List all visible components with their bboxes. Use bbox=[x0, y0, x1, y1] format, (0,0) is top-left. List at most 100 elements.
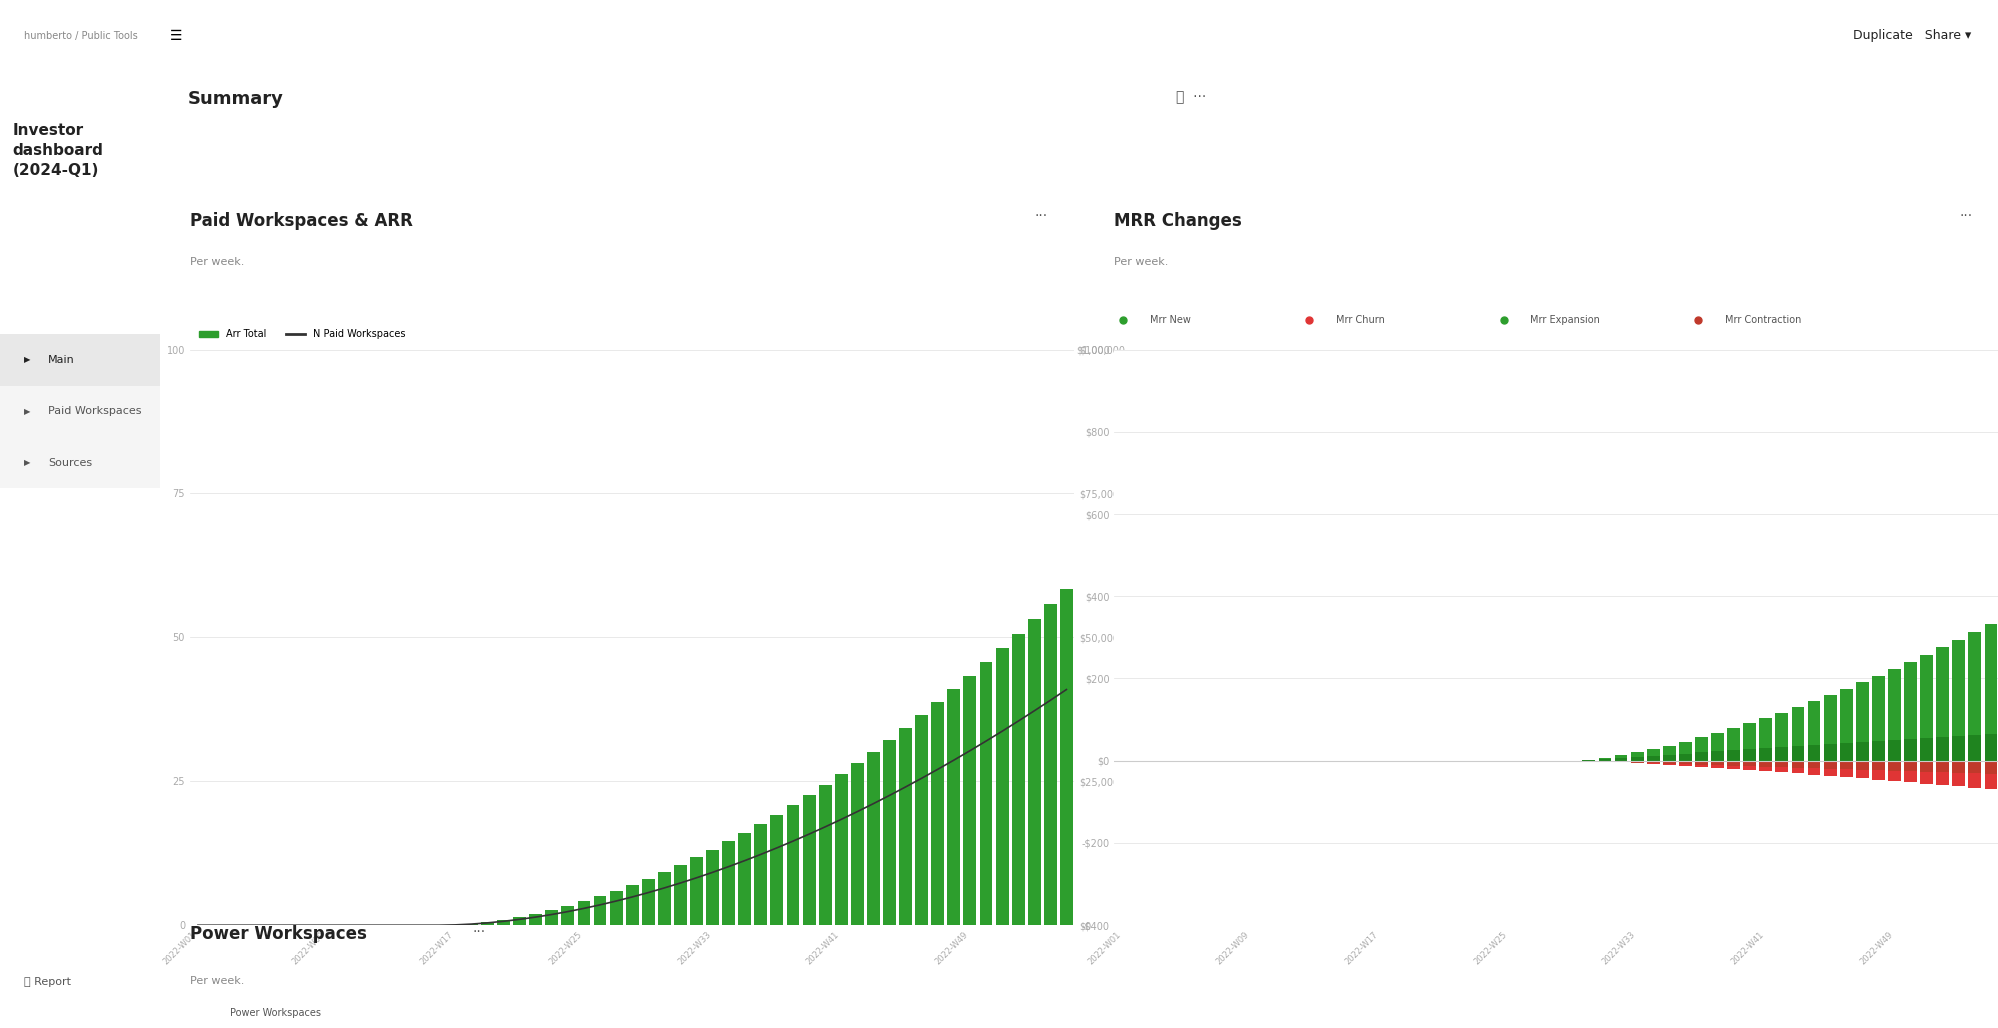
Text: humberto / Public Tools: humberto / Public Tools bbox=[24, 31, 138, 41]
Bar bbox=[1059, 589, 1073, 925]
Bar bbox=[1904, 662, 1916, 761]
Text: ▶: ▶ bbox=[24, 356, 30, 364]
Bar bbox=[1968, 632, 1980, 761]
Bar bbox=[1904, 739, 1916, 761]
Bar bbox=[1822, 761, 1836, 776]
Bar bbox=[737, 833, 751, 925]
Bar bbox=[1630, 752, 1642, 761]
Bar bbox=[1968, 761, 1980, 787]
Bar bbox=[1854, 683, 1868, 761]
Bar bbox=[1984, 734, 1996, 761]
Bar bbox=[1886, 761, 1900, 771]
Bar bbox=[1678, 761, 1690, 766]
Bar bbox=[1726, 728, 1738, 761]
Bar bbox=[1043, 603, 1057, 925]
Bar bbox=[947, 690, 959, 925]
Bar bbox=[1694, 737, 1706, 761]
Bar bbox=[498, 920, 509, 925]
Bar bbox=[753, 824, 767, 925]
Bar bbox=[1904, 761, 1916, 771]
Bar bbox=[1678, 754, 1690, 761]
Text: ···: ··· bbox=[1035, 210, 1047, 223]
Bar bbox=[1742, 749, 1756, 761]
Bar bbox=[1920, 761, 1932, 783]
Bar bbox=[979, 662, 991, 925]
Text: ···: ··· bbox=[1958, 210, 1972, 223]
Bar bbox=[513, 917, 525, 925]
Bar bbox=[561, 906, 573, 925]
Bar bbox=[1774, 747, 1788, 761]
Bar bbox=[785, 805, 799, 925]
Bar bbox=[1710, 733, 1722, 761]
Bar bbox=[1984, 761, 1996, 773]
Bar bbox=[1662, 761, 1674, 764]
Bar bbox=[1838, 761, 1852, 769]
Text: Per week.: Per week. bbox=[190, 257, 244, 267]
Bar bbox=[482, 922, 494, 925]
Bar bbox=[1806, 701, 1820, 761]
Bar bbox=[1838, 743, 1852, 761]
Bar bbox=[609, 890, 621, 925]
Bar bbox=[1870, 741, 1884, 761]
Bar bbox=[1726, 761, 1738, 766]
Bar bbox=[1806, 745, 1820, 761]
Bar bbox=[803, 795, 815, 925]
Text: Power Workspaces: Power Workspaces bbox=[190, 925, 366, 944]
Bar bbox=[1758, 718, 1772, 761]
Bar bbox=[0, 334, 160, 386]
Bar bbox=[1694, 761, 1706, 767]
Bar bbox=[867, 751, 879, 925]
Bar bbox=[1870, 761, 1884, 779]
Bar bbox=[1806, 761, 1820, 768]
Bar bbox=[1582, 760, 1594, 761]
Bar bbox=[1726, 750, 1738, 761]
Bar bbox=[963, 676, 975, 925]
Bar bbox=[1838, 689, 1852, 761]
Text: Sources: Sources bbox=[48, 457, 92, 468]
Bar bbox=[1952, 639, 1964, 761]
Text: Per week.: Per week. bbox=[190, 977, 244, 986]
Bar bbox=[1984, 761, 1996, 790]
Bar bbox=[1758, 748, 1772, 761]
Text: Mrr Expansion: Mrr Expansion bbox=[1528, 315, 1598, 325]
Bar bbox=[1952, 761, 1964, 786]
Bar bbox=[1742, 761, 1756, 770]
Bar bbox=[1968, 761, 1980, 773]
Bar bbox=[1598, 758, 1610, 761]
Bar bbox=[1790, 746, 1804, 761]
Bar bbox=[1598, 759, 1610, 761]
Text: Investor
dashboard
(2024-Q1): Investor dashboard (2024-Q1) bbox=[12, 123, 104, 178]
Bar bbox=[1758, 761, 1772, 767]
Bar bbox=[1758, 761, 1772, 771]
Bar bbox=[1904, 761, 1916, 782]
Bar bbox=[1822, 695, 1836, 761]
Bar bbox=[899, 728, 911, 925]
Bar bbox=[1614, 758, 1626, 761]
Bar bbox=[819, 784, 831, 925]
Text: Summary: Summary bbox=[188, 90, 284, 109]
Bar bbox=[545, 910, 557, 925]
Text: ▶: ▶ bbox=[24, 458, 30, 467]
Bar bbox=[1678, 741, 1690, 761]
Bar bbox=[1774, 761, 1788, 772]
Text: ☰: ☰ bbox=[170, 29, 182, 43]
Bar bbox=[1662, 755, 1674, 761]
Bar bbox=[1630, 761, 1642, 763]
Bar bbox=[1614, 761, 1626, 763]
Bar bbox=[1694, 761, 1706, 765]
Bar bbox=[915, 715, 927, 925]
Text: ···: ··· bbox=[474, 925, 486, 940]
Bar bbox=[883, 740, 895, 925]
Bar bbox=[1968, 735, 1980, 761]
Bar bbox=[1646, 761, 1658, 763]
Text: 📋 Report: 📋 Report bbox=[24, 977, 72, 987]
Bar bbox=[1854, 742, 1868, 761]
Bar bbox=[1854, 761, 1868, 770]
Bar bbox=[1790, 761, 1804, 773]
Bar bbox=[1774, 761, 1788, 767]
Bar bbox=[1694, 752, 1706, 761]
Bar bbox=[1886, 740, 1900, 761]
Bar bbox=[1774, 712, 1788, 761]
Text: Paid Workspaces: Paid Workspaces bbox=[48, 406, 142, 416]
Bar bbox=[1870, 675, 1884, 761]
